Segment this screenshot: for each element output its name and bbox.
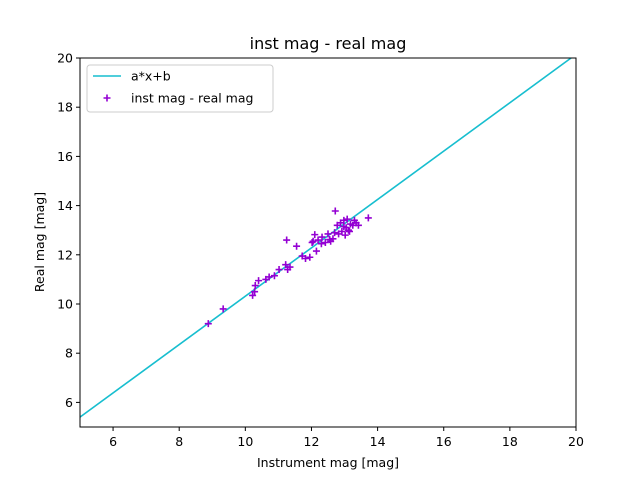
scatter-point bbox=[331, 207, 339, 215]
scatter-point bbox=[311, 231, 319, 239]
scatter-point bbox=[308, 239, 316, 246]
y-tick-label: 16 bbox=[57, 149, 73, 164]
x-tick-label: 18 bbox=[502, 434, 518, 449]
axes-frame bbox=[79, 57, 577, 428]
scatter-point bbox=[255, 277, 263, 285]
scatter-point bbox=[318, 233, 326, 241]
scatter-point bbox=[312, 247, 320, 255]
y-tick-label: 6 bbox=[65, 395, 73, 410]
y-tick-label: 12 bbox=[57, 247, 73, 262]
scatter-point bbox=[331, 229, 339, 237]
scatter-point bbox=[286, 263, 294, 271]
chart-title: inst mag - real mag bbox=[250, 34, 407, 53]
scatter-point bbox=[306, 253, 314, 261]
legend-label-fit: a*x+b bbox=[131, 69, 171, 84]
scatter-point bbox=[204, 320, 212, 328]
scatter-point bbox=[270, 272, 278, 280]
scatter-point bbox=[283, 236, 291, 244]
scatter-point bbox=[293, 242, 301, 250]
scatter-point bbox=[341, 231, 349, 239]
legend-marker-swatch bbox=[103, 94, 111, 102]
scatter-point bbox=[340, 216, 348, 224]
x-tick-label: 6 bbox=[109, 434, 117, 449]
x-tick-label: 16 bbox=[436, 434, 452, 449]
plot-area bbox=[79, 57, 577, 428]
x-tick-label: 20 bbox=[568, 434, 584, 449]
scatter-point bbox=[317, 240, 325, 248]
scatter-point bbox=[219, 305, 227, 313]
axis-ticks: 6 8 10 12 14 16 18 20 6 8 10 12 14 16 18 20 bbox=[57, 51, 584, 450]
x-axis-label: Instrument mag [mag] bbox=[257, 455, 399, 470]
scatter-point bbox=[343, 215, 351, 223]
y-axis-label: Real mag [mag] bbox=[32, 192, 47, 292]
scatter-point bbox=[251, 282, 259, 290]
legend-label-scatter: inst mag - real mag bbox=[131, 91, 253, 106]
y-tick-label: 18 bbox=[57, 100, 73, 115]
legend: a*x+b inst mag - real mag bbox=[86, 64, 274, 113]
y-tick-label: 20 bbox=[57, 51, 73, 66]
x-tick-label: 14 bbox=[370, 434, 386, 449]
scatter-point bbox=[354, 221, 362, 229]
legend-box bbox=[86, 64, 274, 113]
scatter-point bbox=[302, 254, 310, 262]
x-tick-label: 10 bbox=[237, 434, 253, 449]
y-tick-label: 8 bbox=[65, 346, 73, 361]
scatter-point bbox=[282, 261, 290, 269]
scatter-point bbox=[345, 226, 353, 234]
scatter-point bbox=[345, 227, 353, 235]
scatter-point bbox=[275, 266, 283, 274]
scatter-point bbox=[265, 273, 273, 281]
x-tick-label: 8 bbox=[175, 434, 183, 449]
scatter-point bbox=[314, 236, 322, 244]
scatter-point bbox=[249, 291, 257, 299]
scatter-point bbox=[364, 214, 372, 222]
scatter-point bbox=[251, 288, 259, 296]
y-tick-label: 14 bbox=[57, 198, 73, 213]
scatter-point bbox=[324, 230, 332, 238]
scatter-point bbox=[321, 239, 329, 246]
scatter-point bbox=[338, 227, 346, 235]
x-tick-label: 12 bbox=[304, 434, 320, 449]
scatter-point bbox=[326, 236, 334, 244]
scatter-point bbox=[340, 223, 348, 231]
scatter-point bbox=[309, 237, 317, 245]
y-tick-label: 10 bbox=[57, 297, 73, 312]
